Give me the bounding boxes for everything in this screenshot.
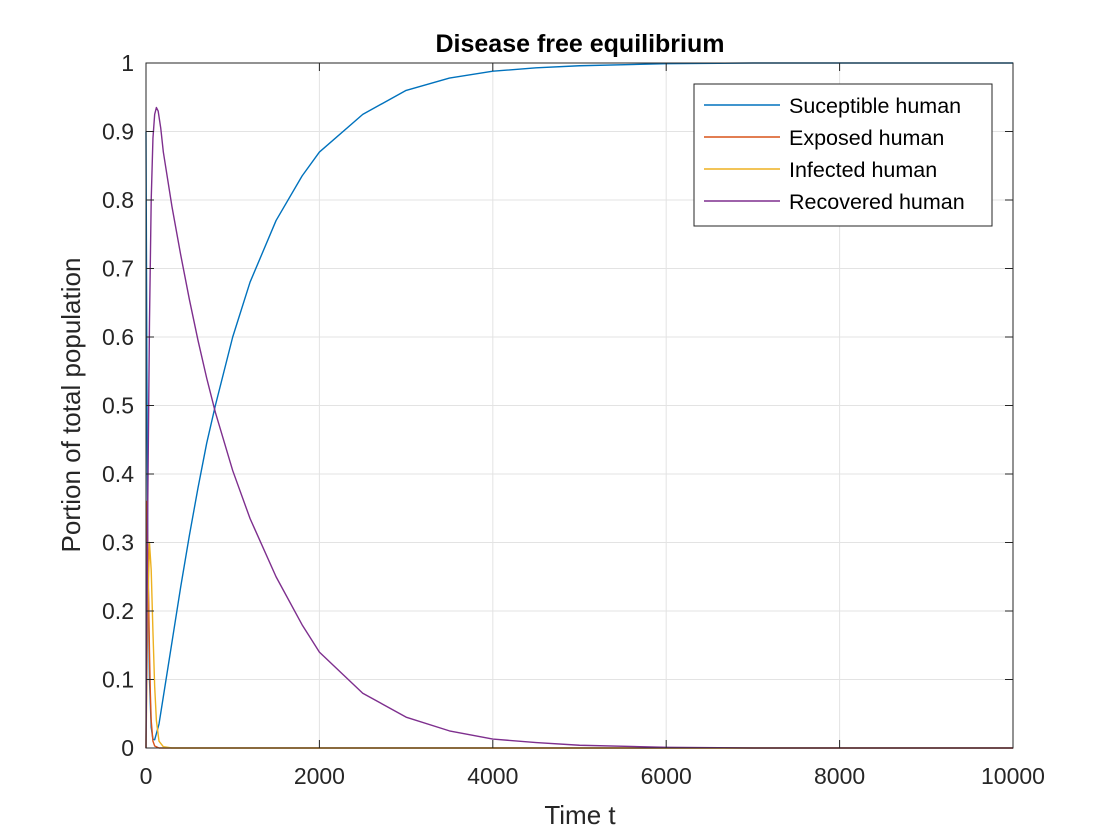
legend-label-suceptible-human: Suceptible human: [789, 94, 961, 118]
series-line-infected-human: [145, 541, 1013, 749]
series-line-recovered-human: [145, 106, 1013, 749]
x-tick-label: 6000: [641, 763, 692, 789]
y-tick-label: 0.1: [102, 667, 134, 693]
y-tick-label: 0.2: [102, 598, 134, 624]
x-tick-label: 10000: [981, 763, 1045, 789]
legend-box: [693, 83, 993, 227]
y-tick-label: 0.6: [102, 324, 134, 350]
y-tick-label: 0.8: [102, 187, 134, 213]
x-tick-label: 4000: [467, 763, 518, 789]
x-tick-label: 0: [140, 763, 153, 789]
y-tick-label: 0.3: [102, 530, 134, 556]
y-tick-label: 0.9: [102, 119, 134, 145]
chart-title: Disease free equilibrium: [435, 30, 724, 58]
x-tick-label: 2000: [294, 763, 345, 789]
y-tick-label: 0.4: [102, 461, 134, 487]
y-axis-title: Portion of total population: [56, 258, 86, 553]
y-tick-label: 0.7: [102, 256, 134, 282]
x-axis-title: Time t: [544, 800, 616, 830]
legend-label-recovered-human: Recovered human: [789, 190, 965, 214]
y-tick-label: 0: [121, 735, 134, 761]
legend-label-exposed-human: Exposed human: [789, 126, 944, 150]
y-tick-label: 1: [121, 50, 134, 76]
legend: Suceptible human Exposed human Infected hu…: [693, 83, 993, 227]
legend-label-infected-human: Infected human: [789, 158, 937, 182]
y-tick-label: 0.5: [102, 393, 134, 419]
x-tick-label: 8000: [814, 763, 865, 789]
